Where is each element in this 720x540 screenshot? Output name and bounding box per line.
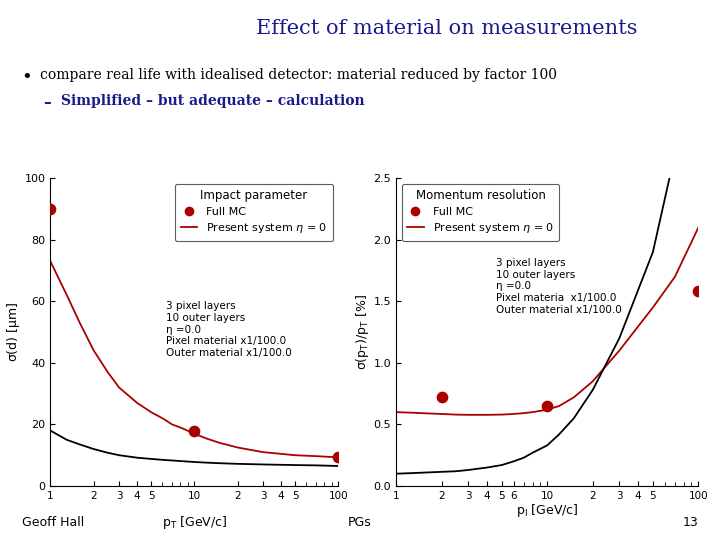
Point [333, 453, 344, 461]
Text: Simplified – but adequate – calculation: Simplified – but adequate – calculation [61, 94, 365, 109]
Text: •: • [22, 68, 32, 85]
Text: compare real life with idealised detector: material reduced by factor 100: compare real life with idealised detecto… [40, 68, 557, 82]
Text: 13: 13 [683, 516, 698, 529]
Point [45, 205, 56, 213]
Text: 3 pixel layers
10 outer layers
η =0.0
Pixel materia  x1/100.0
Outer material x1/: 3 pixel layers 10 outer layers η =0.0 Pi… [496, 258, 621, 315]
Text: PGs: PGs [348, 516, 372, 529]
Text: Geoff Hall: Geoff Hall [22, 516, 84, 529]
Text: Effect of material on measurements: Effect of material on measurements [256, 19, 637, 38]
X-axis label: $\mathregular{p_l}$ [GeV/c]: $\mathregular{p_l}$ [GeV/c] [516, 502, 578, 519]
Point [189, 426, 200, 435]
Legend: Full MC, Present system $\eta$ = 0: Full MC, Present system $\eta$ = 0 [175, 184, 333, 241]
Point [436, 393, 447, 402]
Point [693, 287, 704, 296]
Y-axis label: $\mathregular{\sigma(p_T)/p_T}$ [%]: $\mathregular{\sigma(p_T)/p_T}$ [%] [354, 294, 371, 370]
Text: 3 pixel layers
10 outer layers
η =0.0
Pixel material x1/100.0
Outer material x1/: 3 pixel layers 10 outer layers η =0.0 Pi… [166, 301, 292, 357]
Legend: Full MC, Present system $\eta$ = 0: Full MC, Present system $\eta$ = 0 [402, 184, 559, 241]
Point [541, 402, 553, 410]
X-axis label: $\mathregular{p_T}$ [GeV/c]: $\mathregular{p_T}$ [GeV/c] [162, 514, 227, 531]
Text: –: – [43, 94, 51, 110]
Y-axis label: $\mathregular{\sigma(d)}$ [$\mathregular{\mu}$m]: $\mathregular{\sigma(d)}$ [$\mathregular… [5, 302, 22, 362]
